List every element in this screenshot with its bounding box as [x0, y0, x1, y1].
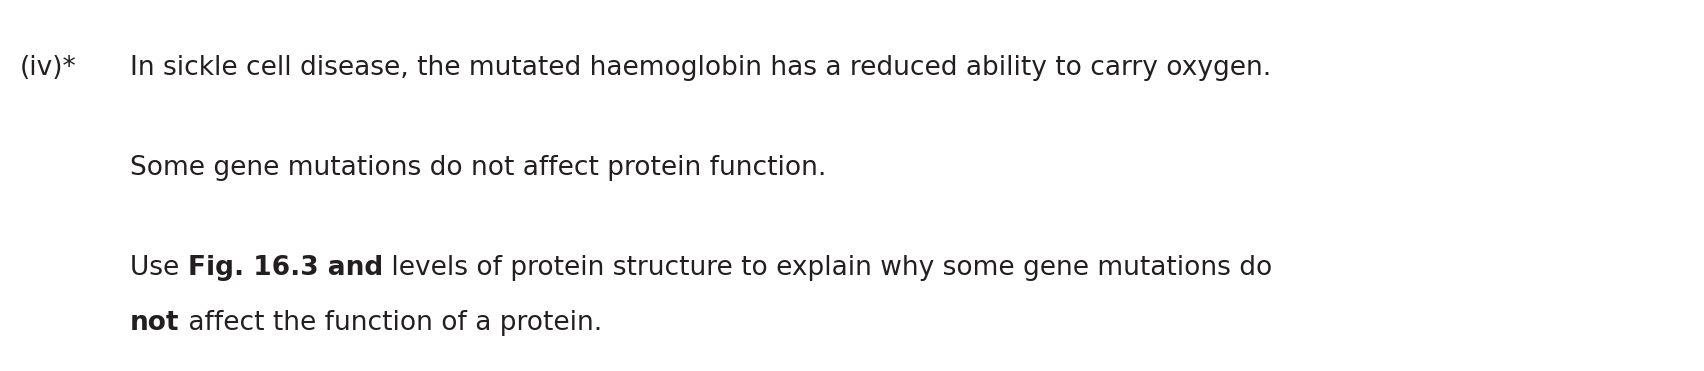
Text: (iv)*: (iv)*: [20, 55, 77, 81]
Text: Fig. 16.3 and: Fig. 16.3 and: [187, 255, 383, 281]
Text: not: not: [130, 310, 179, 336]
Text: affect the function of a protein.: affect the function of a protein.: [179, 310, 602, 336]
Text: In sickle cell disease, the mutated haemoglobin has a reduced ability to carry o: In sickle cell disease, the mutated haem…: [130, 55, 1271, 81]
Text: Use: Use: [130, 255, 187, 281]
Text: levels of protein structure to explain why some gene mutations do: levels of protein structure to explain w…: [383, 255, 1273, 281]
Text: Some gene mutations do not affect protein function.: Some gene mutations do not affect protei…: [130, 155, 826, 181]
